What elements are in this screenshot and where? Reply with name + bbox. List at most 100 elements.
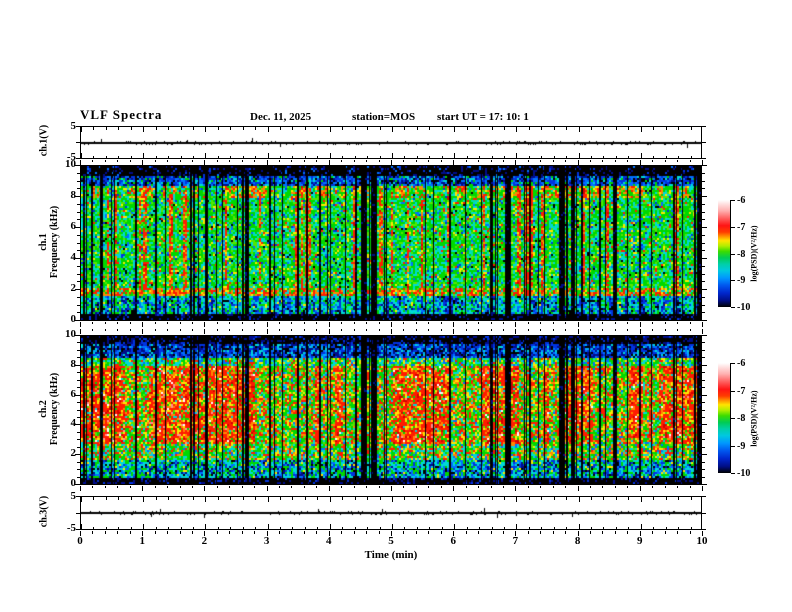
tick-mark	[267, 524, 269, 529]
tick-mark	[614, 329, 616, 331]
tick-mark	[328, 531, 330, 536]
tick-mark	[167, 329, 169, 331]
ch2-colorbar-title: log(PSD)(V²/Hz)	[749, 390, 759, 447]
tick-mark	[328, 486, 330, 491]
tick-mark	[291, 531, 293, 534]
tick-mark	[367, 526, 369, 529]
tick-mark	[143, 127, 145, 132]
tick-mark	[179, 322, 181, 324]
tick-mark	[454, 497, 456, 502]
tick-mark	[731, 253, 735, 255]
tick-mark	[77, 431, 80, 433]
tick-mark	[490, 322, 492, 324]
tick-mark	[702, 486, 703, 491]
tick-mark	[528, 526, 530, 529]
tick-mark	[527, 329, 529, 331]
tick-mark	[702, 387, 705, 389]
tick-mark	[143, 497, 145, 502]
tick-mark	[478, 486, 480, 488]
tick-mark	[689, 486, 691, 488]
tick-mark	[117, 329, 119, 331]
tick-mark	[702, 329, 703, 334]
tick-mark	[354, 127, 356, 130]
tick-mark	[479, 155, 481, 158]
tick-mark	[578, 153, 580, 158]
tick-mark	[466, 127, 468, 130]
tick-mark	[317, 497, 319, 500]
tick-mark	[75, 484, 80, 485]
tick-mark	[391, 160, 392, 165]
tick-mark	[92, 322, 94, 324]
tick-mark	[640, 127, 642, 132]
tick-mark	[702, 172, 705, 174]
tick-mark	[490, 329, 492, 331]
tick-mark	[702, 496, 706, 497]
freq-tick-label: 8	[70, 357, 77, 370]
tick-mark	[590, 486, 592, 488]
tick-mark	[702, 364, 707, 366]
tick-mark	[154, 531, 156, 534]
tick-mark	[81, 127, 82, 132]
ch1-spectrogram-panel	[80, 165, 702, 321]
tick-mark	[75, 364, 80, 366]
tick-mark	[416, 497, 418, 500]
tick-mark	[75, 289, 80, 290]
tick-mark	[118, 127, 120, 130]
tick-mark	[316, 531, 318, 534]
tick-mark	[731, 445, 735, 447]
tick-mark	[316, 160, 318, 162]
tick-mark	[702, 372, 705, 374]
tick-mark	[280, 127, 282, 130]
tick-mark	[216, 486, 218, 488]
tick-mark	[591, 497, 593, 500]
tick-mark	[565, 322, 567, 324]
tick-mark	[180, 155, 182, 158]
tick-mark	[415, 531, 417, 534]
colorbar-tick-label: -6	[737, 358, 746, 369]
tick-mark	[615, 497, 617, 500]
tick-mark	[76, 496, 80, 497]
tick-mark	[292, 155, 294, 158]
x-tick-label: 10	[696, 535, 708, 547]
tick-mark	[353, 160, 355, 162]
tick-mark	[627, 329, 629, 331]
tick-mark	[702, 289, 707, 290]
tick-mark	[515, 329, 517, 334]
tick-mark	[640, 524, 642, 529]
tick-mark	[77, 446, 80, 448]
tick-mark	[81, 524, 82, 529]
tick-mark	[342, 155, 344, 158]
tick-mark	[92, 329, 94, 331]
tick-mark	[230, 526, 232, 529]
tick-mark	[429, 497, 431, 500]
tick-mark	[677, 160, 679, 162]
tick-mark	[540, 486, 542, 488]
tick-mark	[690, 526, 692, 529]
tick-mark	[266, 322, 268, 327]
tick-mark	[702, 469, 705, 471]
tick-mark	[652, 160, 654, 162]
tick-mark	[702, 416, 705, 418]
tick-mark	[602, 531, 604, 534]
tick-mark	[403, 329, 405, 331]
tick-mark	[366, 329, 368, 331]
tick-mark	[541, 497, 543, 500]
tick-mark	[354, 526, 356, 529]
tick-mark	[191, 329, 193, 331]
tick-mark	[541, 127, 543, 130]
tick-mark	[503, 497, 505, 500]
tick-mark	[75, 227, 80, 228]
tick-mark	[478, 329, 480, 331]
tick-mark	[731, 307, 735, 308]
tick-mark	[291, 486, 293, 488]
tick-mark	[280, 155, 282, 158]
tick-mark	[702, 342, 705, 344]
tick-mark	[77, 476, 80, 478]
tick-mark	[167, 486, 169, 488]
colorbar-tick-label: -9	[737, 440, 746, 452]
tick-mark	[291, 329, 293, 331]
tick-mark	[690, 127, 692, 130]
tick-mark	[591, 155, 593, 158]
tick-mark	[105, 497, 107, 500]
